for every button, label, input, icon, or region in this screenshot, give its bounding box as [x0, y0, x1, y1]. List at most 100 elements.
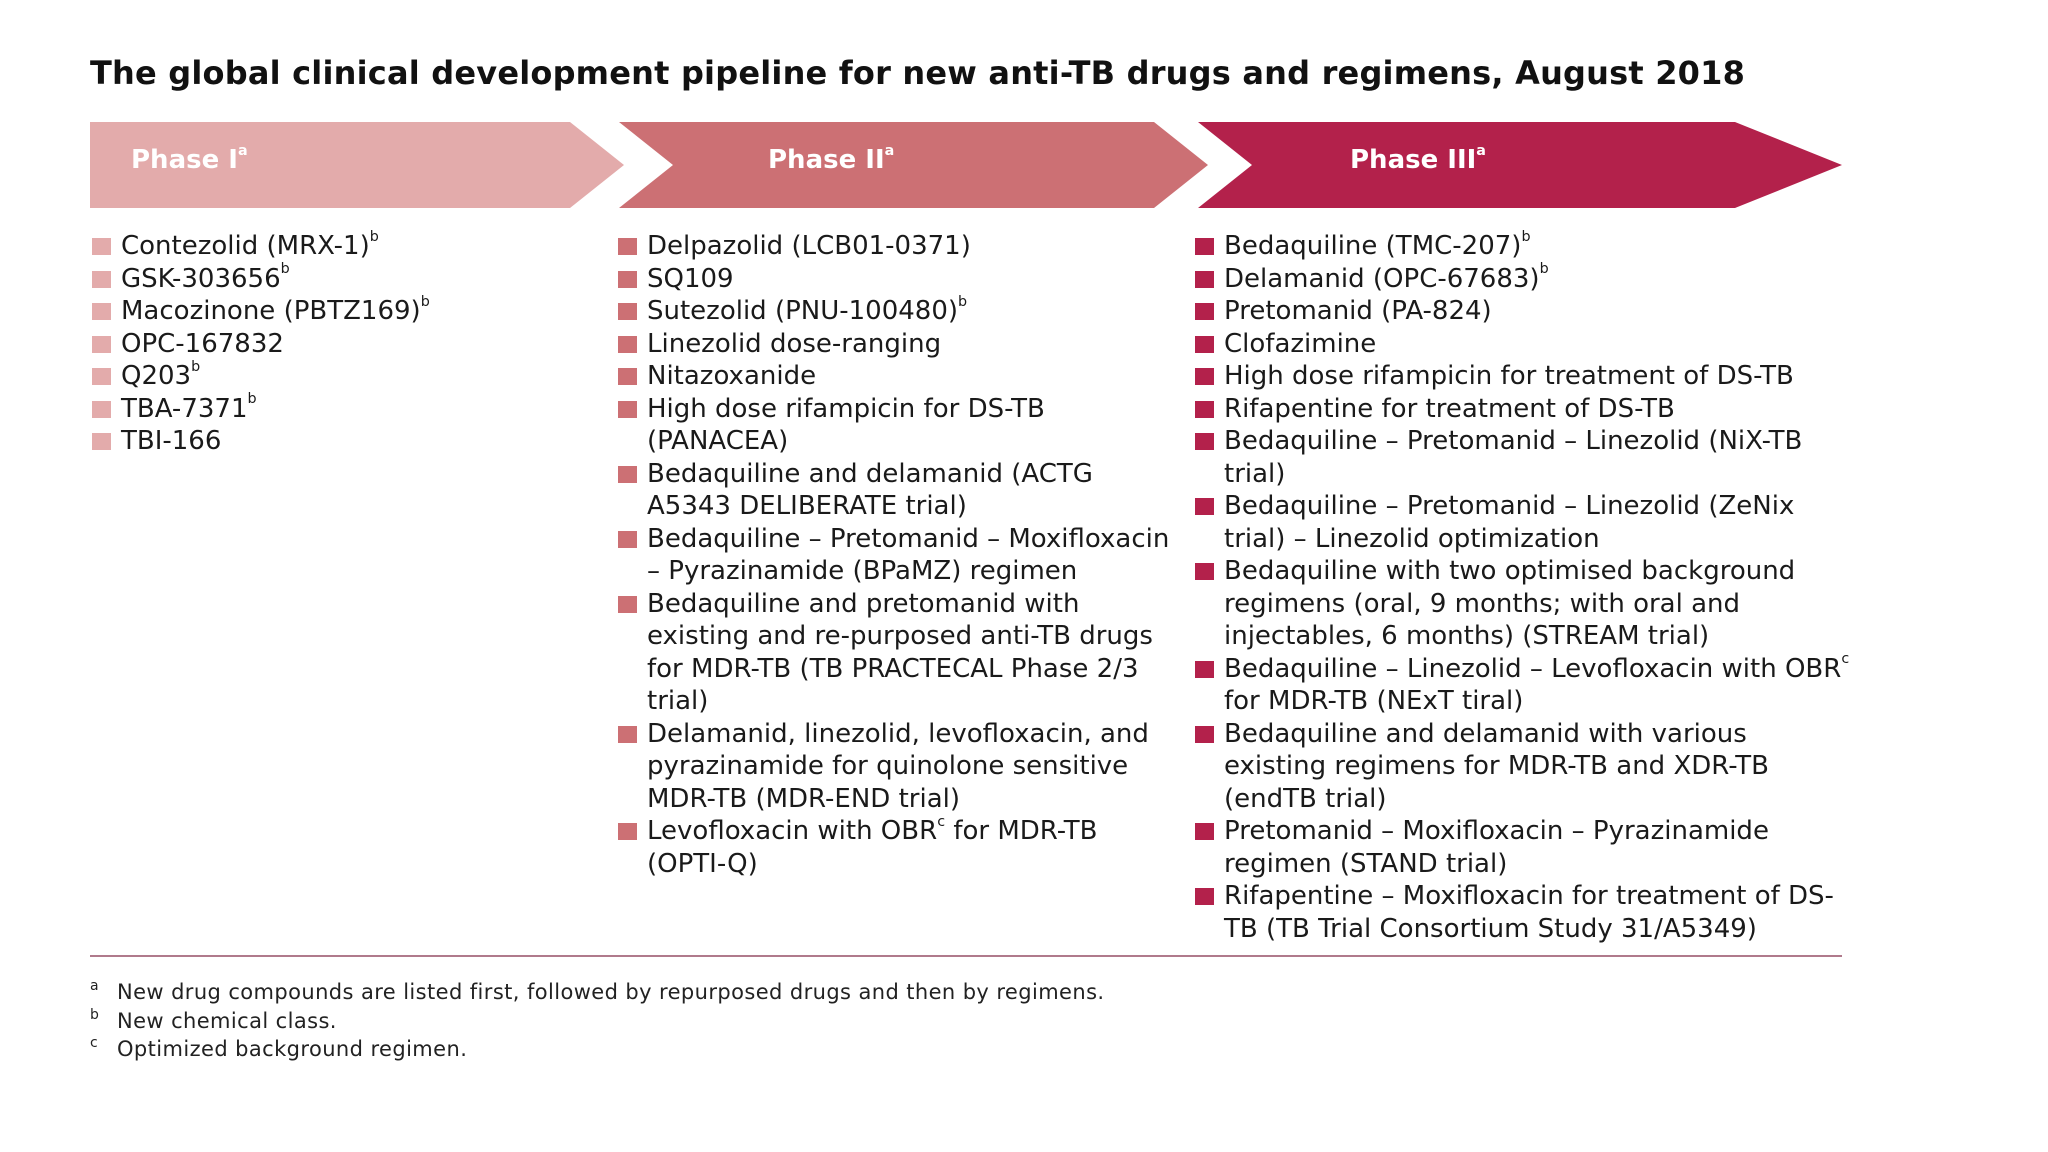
drug-list-item: TBI-166	[90, 425, 590, 458]
square-bullet-icon	[1195, 270, 1214, 288]
drug-list-item: Bedaquiline (TMC-207)b	[1193, 230, 1853, 263]
drug-list-item: Bedaquiline and delamanid (ACTG A5343 DE…	[616, 458, 1176, 523]
page-title: The global clinical development pipeline…	[90, 54, 1746, 92]
drug-text-part: Clofazimine	[1224, 328, 1377, 359]
drug-text-part: Levofloxacin with OBR	[647, 816, 938, 846]
drug-item-text: Bedaquiline (TMC-207)b	[1224, 228, 1531, 261]
drug-text-part: High dose rifampicin for DS-TB (PANACEA)	[647, 393, 1045, 457]
drug-text-part: Sutezolid (PNU-100480)	[647, 296, 959, 326]
drug-item-text: Levofloxacin with OBRc for MDR-TB (OPTI-…	[647, 813, 1098, 879]
footer-divider	[90, 955, 1842, 957]
square-bullet-icon	[618, 400, 637, 418]
drug-item-text: High dose rifampicin for treatment of DS…	[1224, 361, 1794, 391]
drug-list-item: Rifapentine for treatment of DS-TB	[1193, 393, 1853, 426]
drug-text-part: GSK-303656	[121, 263, 281, 294]
drug-text-part: Bedaquiline and delamanid with various e…	[1224, 718, 1770, 814]
drug-text-part: Nitazoxanide	[647, 361, 817, 391]
square-bullet-icon	[618, 335, 637, 353]
drug-list-item: OPC-167832	[90, 328, 590, 361]
drug-list-item: Bedaquiline and pretomanid with existing…	[616, 588, 1176, 718]
drug-list-item: High dose rifampicin for DS-TB (PANACEA)	[616, 393, 1176, 458]
drug-list-item: Pretomanid (PA-824)	[1193, 295, 1853, 328]
phase-3-drug-list: Bedaquiline (TMC-207)b Delamanid (OPC-676…	[1193, 230, 1853, 945]
footnote-ref: b	[280, 261, 290, 278]
square-bullet-icon	[92, 238, 111, 255]
footnote-ref: c	[1841, 651, 1850, 668]
square-bullet-icon	[618, 270, 637, 288]
drug-list-item: Pretomanid – Moxifloxacin – Pyrazinamide…	[1193, 815, 1853, 880]
drug-item-text: Nitazoxanide	[647, 361, 816, 391]
footnote-marker: a	[90, 978, 99, 994]
square-bullet-icon	[92, 335, 111, 353]
drug-list-item: Delamanid (OPC-67683)b	[1193, 261, 1853, 296]
phase-arrow-banner	[90, 122, 1842, 208]
drug-item-text: Bedaquiline – Pretomanid – Linezolid (Ni…	[1224, 426, 1802, 489]
footnotes: a New drug compounds are listed first, fo…	[90, 978, 1105, 1064]
drug-text-part: for MDR-TB (NExT tiral)	[1224, 686, 1524, 716]
square-bullet-icon	[618, 595, 637, 613]
footnote-ref: b	[191, 358, 201, 375]
square-bullet-icon	[618, 725, 637, 743]
drug-list-item: Clofazimine	[1193, 328, 1853, 361]
phase-3-arrow	[1198, 122, 1842, 208]
drug-text-part: High dose rifampicin for treatment of DS…	[1224, 361, 1794, 391]
drug-list-item: Bedaquiline – Pretomanid – Moxifloxacin …	[616, 523, 1176, 588]
drug-text-part: TBI-166	[121, 426, 222, 456]
drug-item-text: Bedaquiline with two optimised backgroun…	[1224, 556, 1795, 651]
footnote-ref: b	[1521, 228, 1531, 245]
drug-item-text: Q203b	[121, 358, 201, 391]
drug-list-item: Nitazoxanide	[616, 360, 1176, 393]
drug-item-text: Rifapentine for treatment of DS-TB	[1224, 394, 1675, 424]
drug-item-text: Clofazimine	[1224, 329, 1376, 359]
footnote-ref: b	[369, 228, 379, 245]
square-bullet-icon	[618, 823, 637, 840]
drug-text-part: Delpazolid (LCB01-0371)	[647, 231, 971, 261]
drug-text-part: Delamanid, linezolid, levofloxacin, and …	[647, 718, 1149, 814]
square-bullet-icon	[618, 530, 637, 548]
footnote-item: b New chemical class.	[90, 1007, 1105, 1036]
drug-item-text: Bedaquiline and delamanid with various e…	[1224, 719, 1769, 814]
drug-item-text: Delpazolid (LCB01-0371)	[647, 231, 971, 261]
square-bullet-icon	[92, 270, 111, 288]
drug-list-item: Bedaquiline and delamanid with various e…	[1193, 718, 1853, 816]
drug-list-item: GSK-303656b	[90, 261, 590, 296]
square-bullet-icon	[1195, 725, 1214, 743]
square-bullet-icon	[618, 368, 637, 385]
drug-item-text: Contezolid (MRX-1)b	[121, 228, 379, 261]
drug-item-text: Bedaquiline and delamanid (ACTG A5343 DE…	[647, 459, 1093, 522]
drug-text-part: Rifapentine for treatment of DS-TB	[1224, 393, 1675, 424]
drug-list-item: Delpazolid (LCB01-0371)	[616, 230, 1176, 263]
drug-text-part: Bedaquiline and pretomanid with existing…	[647, 588, 1153, 717]
drug-text-part: TBA-7371	[121, 393, 248, 424]
footnote-text: New chemical class.	[117, 1008, 337, 1033]
footnote-ref: b	[958, 293, 968, 310]
drug-list-item: Rifapentine – Moxifloxacin for treatment…	[1193, 880, 1853, 945]
square-bullet-icon	[92, 368, 111, 385]
phase-1-label: Phase Ia	[131, 142, 248, 175]
footnote-marker: b	[90, 1006, 100, 1023]
drug-list-item: Sutezolid (PNU-100480)b	[616, 295, 1176, 328]
drug-list-item: Q203b	[90, 360, 590, 393]
footnote-text: Optimized background regimen.	[117, 1037, 468, 1061]
drug-text-part: Bedaquiline – Pretomanid – Linezolid (Ni…	[1224, 426, 1803, 489]
footnote-marker: c	[90, 1035, 99, 1051]
drug-text-part: OPC-167832	[121, 328, 284, 359]
footnote-ref: c	[937, 813, 946, 830]
drug-list-item: Delamanid, linezolid, levofloxacin, and …	[616, 718, 1176, 816]
drug-item-text: SQ109	[647, 264, 734, 294]
drug-text-part: Q203	[121, 361, 192, 391]
footnote-ref: b	[1539, 261, 1549, 278]
drug-item-text: Pretomanid – Moxifloxacin – Pyrazinamide…	[1224, 816, 1769, 879]
drug-item-text: Bedaquiline – Linezolid – Levofloxacin w…	[1224, 651, 1850, 716]
square-bullet-icon	[1195, 563, 1214, 580]
drug-text-part: Bedaquiline – Linezolid – Levofloxacin w…	[1224, 653, 1842, 684]
drug-list-item: Levofloxacin with OBRc for MDR-TB (OPTI-…	[616, 815, 1176, 880]
phase-2-drug-list: Delpazolid (LCB01-0371) SQ109 Sutezolid (P…	[616, 230, 1176, 880]
drug-text-part: Bedaquiline and delamanid (ACTG A5343 DE…	[647, 458, 1093, 522]
phase-1-arrow	[90, 122, 624, 208]
drug-item-text: Bedaquiline and pretomanid with existing…	[647, 589, 1153, 717]
drug-item-text: Rifapentine – Moxifloxacin for treatment…	[1224, 881, 1834, 944]
drug-list-item: Bedaquiline with two optimised backgroun…	[1193, 555, 1853, 653]
drug-item-text: Bedaquiline – Pretomanid – Linezolid (Ze…	[1224, 491, 1794, 554]
drug-text-part: Contezolid (MRX-1)	[121, 231, 370, 261]
